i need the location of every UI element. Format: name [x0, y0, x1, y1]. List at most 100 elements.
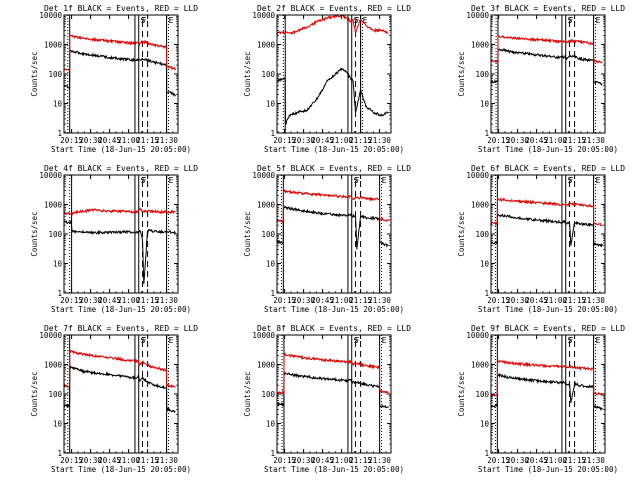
- panel-det-8: Det 8f BLACK = Events, RED = LLD SF E 1 10 10…: [243, 324, 411, 474]
- x-tick-label: 20:15: [487, 296, 510, 305]
- panel-title: Det 2f BLACK = Events, RED = LLD: [257, 4, 411, 13]
- y-tick-label: 10: [53, 100, 63, 109]
- series-lld-red: [491, 34, 603, 64]
- flag-e: E: [169, 16, 174, 25]
- panel-det-5: Det 5f BLACK = Events, RED = LLD SF E 1 10 10…: [243, 164, 411, 314]
- x-tick-label: 20:15: [273, 456, 296, 465]
- y-axis-label: Counts/sec: [457, 51, 466, 96]
- x-tick-label: 20:30: [292, 296, 315, 305]
- x-tick-label: 20:45: [525, 136, 548, 145]
- x-tick-label: 21:30: [368, 136, 391, 145]
- flag-f: F: [569, 336, 574, 345]
- y-tick-label: 10: [480, 420, 490, 429]
- flag-s: S: [354, 16, 359, 25]
- series-lld-red: [491, 197, 603, 227]
- y-tick-label: 1: [57, 449, 62, 458]
- flag-s: S: [141, 336, 146, 345]
- y-tick-label: 1000: [471, 41, 490, 50]
- series-lld-red: [277, 15, 389, 36]
- panel-det-2: Det 2f BLACK = Events, RED = LLD SF E 1 10 10…: [243, 4, 411, 154]
- y-tick-label: 1000: [471, 361, 490, 370]
- y-tick-label: 10000: [466, 11, 489, 20]
- x-tick-label: 20:45: [311, 136, 334, 145]
- flag-s: S: [141, 16, 146, 25]
- flag-e: E: [382, 336, 387, 345]
- y-axis-label: Counts/sec: [30, 211, 39, 256]
- x-tick-label: 21:15: [136, 296, 159, 305]
- x-tick-label: 20:15: [273, 296, 296, 305]
- flag-s: S: [354, 176, 359, 185]
- y-axis-label: Counts/sec: [243, 371, 252, 416]
- x-tick-label: 21:30: [582, 456, 605, 465]
- panel-det-9: Det 9f BLACK = Events, RED = LLD SF E 1 10 10…: [457, 324, 625, 474]
- x-tick-label: 20:45: [525, 296, 548, 305]
- panel-det-6: Det 6f BLACK = Events, RED = LLD SF E 1 10 10…: [457, 164, 625, 314]
- y-tick-label: 1000: [44, 361, 63, 370]
- flag-s: S: [568, 176, 573, 185]
- y-tick-label: 100: [261, 390, 275, 399]
- x-tick-label: 20:30: [79, 456, 102, 465]
- y-tick-label: 10000: [466, 171, 489, 180]
- panel-title: Det 9f BLACK = Events, RED = LLD: [471, 324, 625, 333]
- y-tick-label: 100: [48, 230, 62, 239]
- x-tick-label: 21:30: [368, 456, 391, 465]
- series-lld-red: [491, 358, 603, 398]
- x-tick-label: 21:15: [349, 296, 372, 305]
- y-tick-label: 10: [266, 420, 276, 429]
- flag-f: F: [142, 176, 147, 185]
- y-tick-label: 1000: [44, 41, 63, 50]
- series-events-black: [64, 49, 176, 97]
- x-axis-label: Start Time (18-Jun-15 20:05:00): [478, 305, 618, 314]
- y-axis-label: Counts/sec: [457, 211, 466, 256]
- x-tick-label: 21:00: [544, 136, 567, 145]
- flag-e: E: [382, 176, 387, 185]
- flag-e: E: [169, 176, 174, 185]
- flag-e: E: [596, 16, 601, 25]
- y-tick-label: 1: [270, 289, 275, 298]
- x-tick-label: 20:30: [292, 456, 315, 465]
- panel-title: Det 1f BLACK = Events, RED = LLD: [44, 4, 198, 13]
- y-tick-label: 10: [53, 260, 63, 269]
- panel-title: Det 4f BLACK = Events, RED = LLD: [44, 164, 198, 173]
- x-tick-label: 21:00: [117, 456, 140, 465]
- y-tick-label: 10000: [466, 331, 489, 340]
- y-tick-label: 100: [475, 390, 489, 399]
- x-axis-label: Start Time (18-Jun-15 20:05:00): [264, 465, 404, 474]
- plot-frame: [490, 334, 606, 454]
- y-tick-label: 1: [270, 129, 275, 138]
- x-axis-label: Start Time (18-Jun-15 20:05:00): [51, 465, 191, 474]
- x-tick-label: 21:15: [349, 136, 372, 145]
- x-axis-label: Start Time (18-Jun-15 20:05:00): [51, 305, 191, 314]
- x-tick-label: 20:45: [98, 296, 121, 305]
- y-axis-label: Counts/sec: [30, 371, 39, 416]
- x-tick-label: 20:15: [60, 136, 83, 145]
- y-tick-label: 10: [266, 100, 276, 109]
- x-tick-label: 21:00: [544, 456, 567, 465]
- series-events-black: [491, 48, 603, 86]
- x-axis-label: Start Time (18-Jun-15 20:05:00): [264, 145, 404, 154]
- y-tick-label: 10: [53, 420, 63, 429]
- panel-title: Det 3f BLACK = Events, RED = LLD: [471, 4, 625, 13]
- panel-title: Det 7f BLACK = Events, RED = LLD: [44, 324, 198, 333]
- x-axis-label: Start Time (18-Jun-15 20:05:00): [478, 465, 618, 474]
- plot-frame: [490, 174, 606, 294]
- plot-frame: [276, 334, 392, 454]
- y-tick-label: 10000: [252, 331, 275, 340]
- y-tick-label: 1: [270, 449, 275, 458]
- x-tick-label: 20:30: [79, 296, 102, 305]
- series-lld-red: [277, 189, 389, 223]
- y-tick-label: 1: [484, 449, 489, 458]
- flag-f: F: [355, 336, 360, 345]
- y-tick-label: 10000: [39, 171, 62, 180]
- y-tick-label: 10: [266, 260, 276, 269]
- x-tick-label: 21:15: [349, 456, 372, 465]
- x-tick-label: 20:45: [98, 136, 121, 145]
- x-tick-label: 21:30: [582, 296, 605, 305]
- flag-f: F: [355, 176, 360, 185]
- x-tick-label: 21:00: [330, 296, 353, 305]
- y-tick-label: 10000: [252, 171, 275, 180]
- x-tick-label: 21:15: [136, 136, 159, 145]
- x-tick-label: 21:30: [368, 296, 391, 305]
- y-tick-label: 10000: [39, 331, 62, 340]
